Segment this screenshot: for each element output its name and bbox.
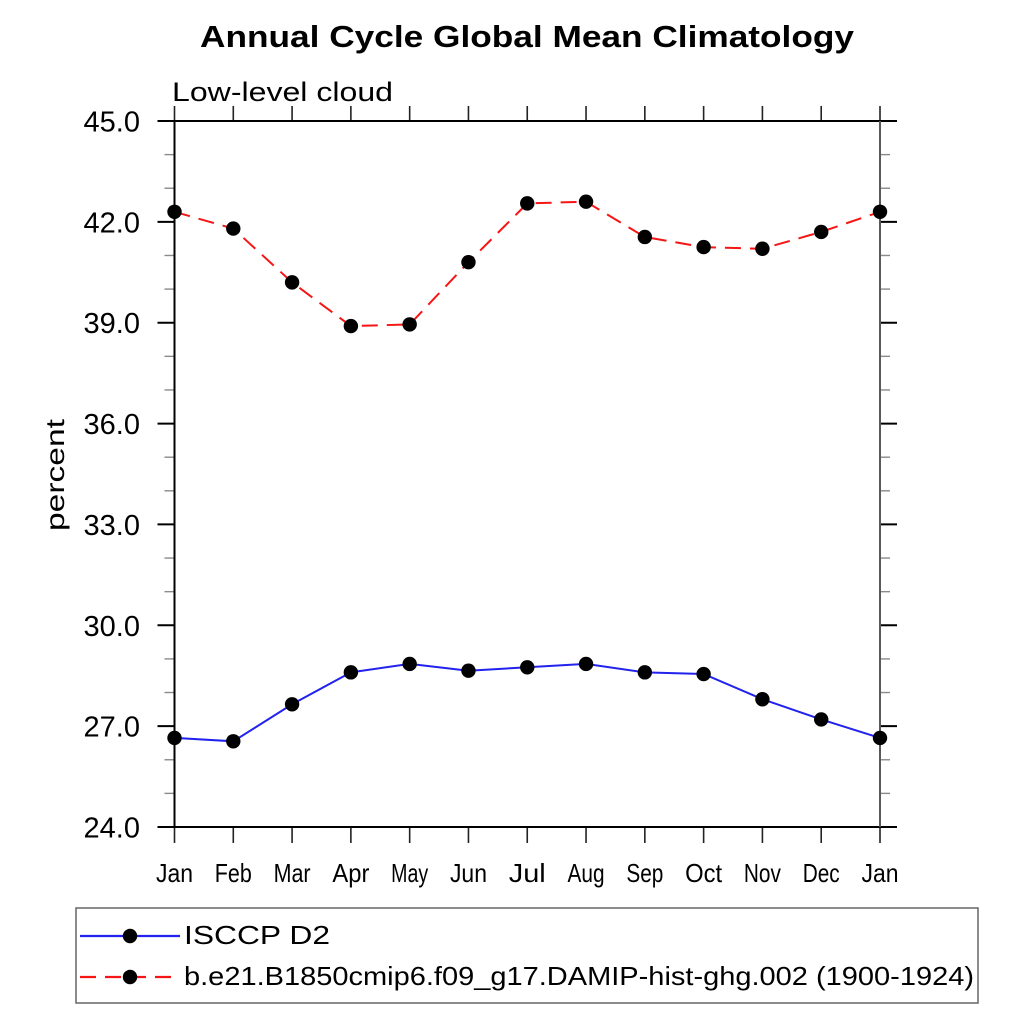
data-point-s0-4 xyxy=(402,656,417,672)
chart-subtitle: Low-level cloud xyxy=(172,77,393,107)
data-point-s1-2 xyxy=(284,275,300,290)
y-axis-title: percent xyxy=(40,418,70,531)
y-tick-label: 39.0 xyxy=(84,308,140,340)
x-tick-label: Dec xyxy=(803,858,840,888)
data-point-s1-1 xyxy=(226,221,241,236)
data-point-s0-10 xyxy=(755,692,770,707)
data-point-s1-12 xyxy=(872,204,888,219)
y-tick-label: 45.0 xyxy=(84,107,140,139)
data-point-s1-10 xyxy=(755,241,770,256)
data-point-s0-6 xyxy=(520,660,535,675)
legend-swatch-marker-model xyxy=(122,969,138,985)
data-point-s0-12 xyxy=(872,730,888,746)
data-point-s0-7 xyxy=(578,656,594,672)
y-tick-label: 27.0 xyxy=(84,712,140,744)
data-point-s0-3 xyxy=(343,665,359,680)
x-tick-label: Jul xyxy=(509,858,546,888)
data-point-s1-0 xyxy=(167,204,182,219)
data-point-s1-7 xyxy=(578,194,594,209)
plot-area: 24.0 27.0 30.0 33.0 36.0 39.0 42.0 45.0 Jan Feb Ma… xyxy=(84,106,899,888)
x-tick-label: May xyxy=(391,858,428,888)
legend-label-isccp: ISCCP D2 xyxy=(184,920,330,950)
y-tick-label: 42.0 xyxy=(84,207,140,239)
x-tick-label: Jun xyxy=(450,858,487,888)
x-tick-label: Nov xyxy=(744,858,781,888)
data-point-s1-11 xyxy=(814,224,829,240)
series-line-0 xyxy=(174,662,881,743)
data-point-s0-0 xyxy=(167,730,182,746)
y-tick-label: 33.0 xyxy=(84,510,140,542)
data-point-s0-5 xyxy=(461,663,476,678)
data-point-s1-9 xyxy=(696,239,711,255)
x-tick-label: Jan xyxy=(156,858,193,888)
data-point-s0-11 xyxy=(814,712,829,727)
data-point-s1-4 xyxy=(402,317,417,332)
legend: ISCCP D2 b.e21.B1850cmip6.f09_g17.DAMIP-… xyxy=(75,907,979,1004)
x-tick-label: Aug xyxy=(568,858,605,888)
series-line-1 xyxy=(174,200,881,328)
chart-title: Annual Cycle Global Mean Climatology xyxy=(200,19,855,54)
x-tick-label: Sep xyxy=(626,858,663,888)
data-point-s1-8 xyxy=(637,229,653,245)
data-point-s0-9 xyxy=(696,666,711,682)
legend-box xyxy=(75,907,979,1004)
data-point-s0-8 xyxy=(637,665,653,680)
x-tick-label: Jan xyxy=(862,858,899,888)
data-point-s1-5 xyxy=(461,255,476,270)
data-point-s1-3 xyxy=(343,318,359,334)
y-tick-label: 36.0 xyxy=(84,409,140,441)
y-tick-label: 24.0 xyxy=(84,813,140,845)
data-point-s0-1 xyxy=(226,734,241,749)
legend-swatch-marker-isccp xyxy=(122,928,138,944)
x-tick-label: Mar xyxy=(274,858,311,888)
y-tick-label: 30.0 xyxy=(84,611,140,643)
x-tick-label: Oct xyxy=(685,858,723,888)
legend-label-model: b.e21.B1850cmip6.f09_g17.DAMIP-hist-ghg.… xyxy=(184,961,974,991)
data-point-s0-2 xyxy=(284,697,300,712)
x-tick-label: Feb xyxy=(215,858,252,888)
plot-frame xyxy=(173,120,881,828)
x-tick-label: Apr xyxy=(332,858,369,888)
data-point-s1-6 xyxy=(520,196,535,211)
